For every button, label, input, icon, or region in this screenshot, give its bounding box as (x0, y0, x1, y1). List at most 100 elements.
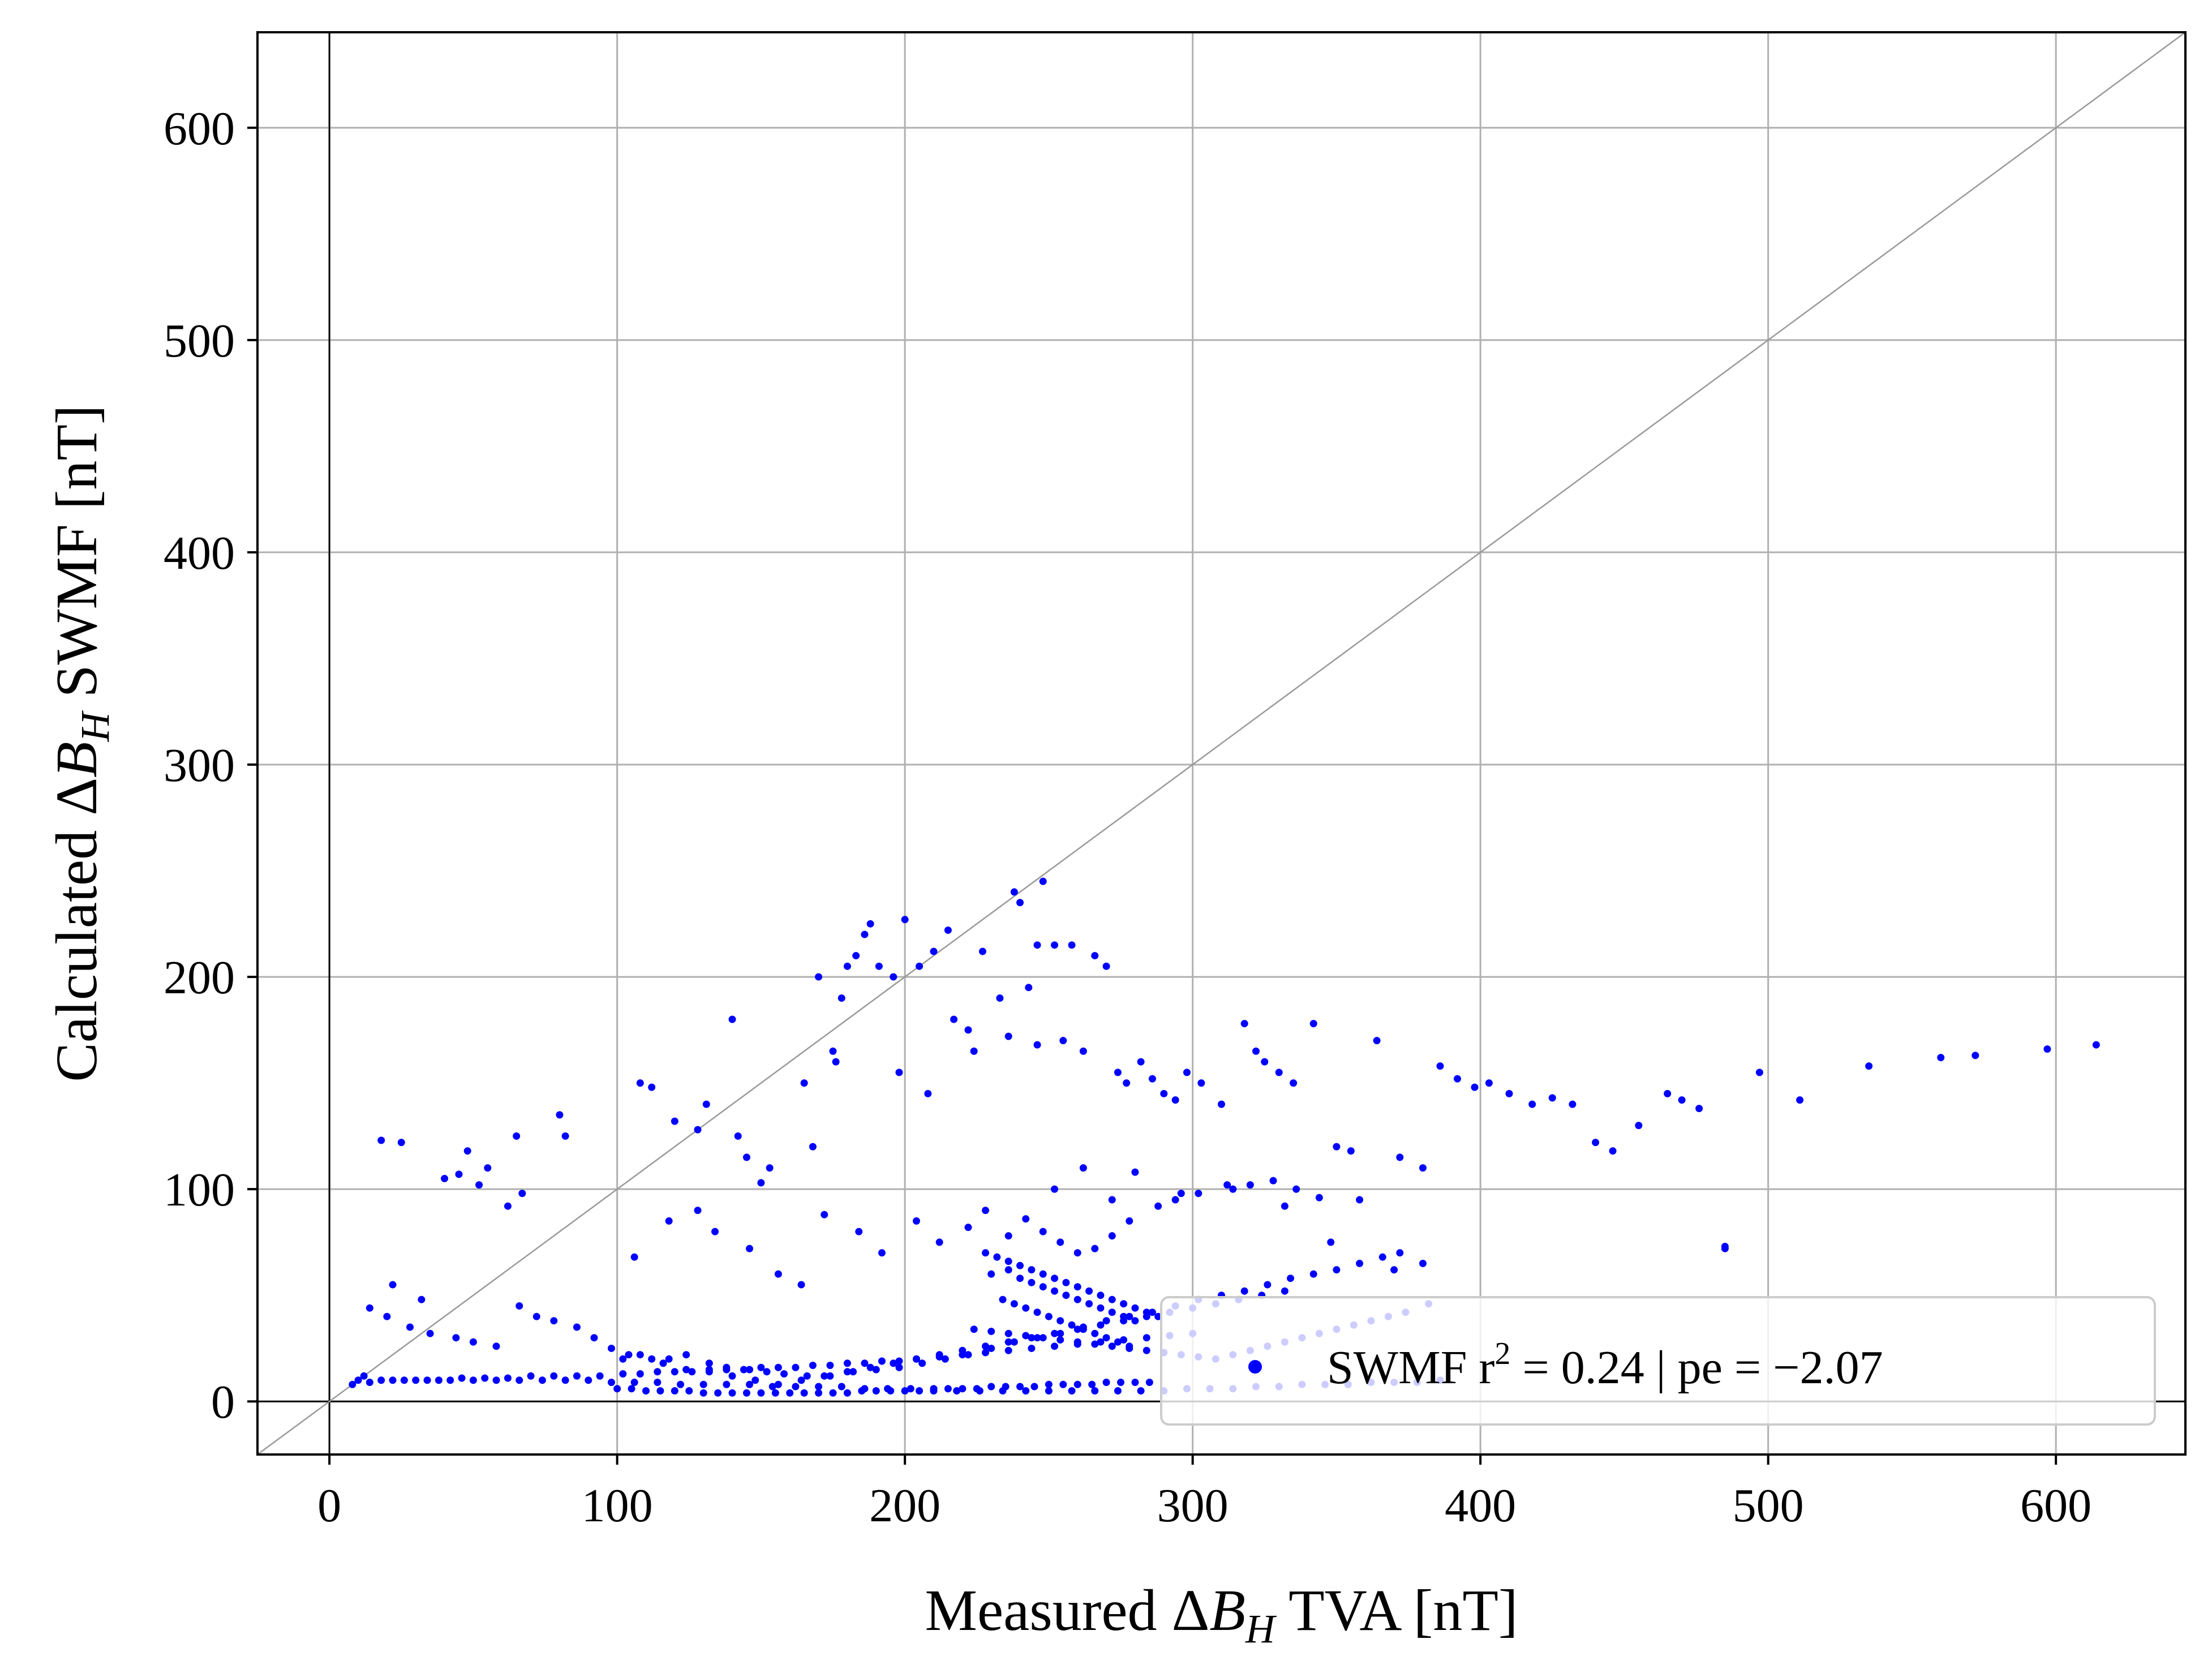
data-point (1004, 1329, 1012, 1337)
data-point (613, 1385, 621, 1393)
data-point (1137, 1058, 1145, 1066)
data-point (1281, 1202, 1288, 1210)
data-point (1548, 1094, 1556, 1102)
data-point (1004, 1232, 1012, 1240)
data-point (826, 1361, 834, 1369)
data-point (1171, 1096, 1179, 1104)
data-point (978, 947, 986, 955)
data-point (1091, 952, 1099, 960)
data-point (1114, 1069, 1122, 1076)
data-point (1131, 1168, 1139, 1176)
data-point (397, 1139, 405, 1147)
data-point (1033, 1334, 1041, 1342)
data-point (792, 1363, 800, 1371)
data-point (1240, 1020, 1248, 1028)
data-point (1396, 1153, 1404, 1161)
data-point (1120, 1336, 1128, 1344)
data-point (492, 1342, 500, 1350)
data-point (1327, 1238, 1335, 1246)
data-point (366, 1378, 373, 1386)
data-point (527, 1372, 535, 1380)
data-point (377, 1376, 385, 1384)
data-point (1419, 1164, 1427, 1172)
data-point (1073, 1295, 1081, 1303)
plot-area (256, 31, 2187, 1456)
data-point (970, 1325, 978, 1333)
data-point (866, 1363, 874, 1371)
data-point (656, 1387, 664, 1395)
data-point (1091, 1245, 1099, 1252)
x-tick-label: 400 (1445, 1479, 1516, 1532)
data-point (1195, 1190, 1202, 1198)
data-point (1073, 1283, 1081, 1291)
data-point (636, 1079, 644, 1087)
data-point (797, 1281, 805, 1289)
data-point (1028, 1344, 1036, 1352)
data-point (654, 1378, 662, 1386)
data-point (458, 1374, 466, 1382)
data-point (1085, 1287, 1093, 1295)
data-point (1117, 1378, 1125, 1386)
data-point (930, 947, 938, 955)
data-point (1045, 1387, 1053, 1395)
data-point (1154, 1202, 1162, 1210)
data-point (596, 1372, 604, 1380)
data-point (1264, 1281, 1272, 1289)
reference-line-y-equals-x (257, 31, 2186, 1456)
data-point (671, 1117, 678, 1125)
data-point (1004, 1346, 1012, 1354)
data-point (1695, 1105, 1703, 1113)
legend-label: SWMF r2 = 0.24 | pe = −2.07 (1327, 1336, 1883, 1394)
data-point (702, 1100, 710, 1108)
data-point (1120, 1312, 1128, 1320)
data-point (746, 1380, 754, 1388)
data-point (607, 1344, 615, 1352)
data-point (682, 1366, 690, 1374)
data-point (1085, 1300, 1093, 1308)
data-point (642, 1387, 650, 1395)
data-point (607, 1378, 615, 1386)
data-point (774, 1270, 782, 1278)
data-point (757, 1179, 765, 1187)
data-point (1025, 984, 1033, 992)
data-point (532, 1312, 540, 1320)
data-point (1022, 1387, 1030, 1395)
data-point (585, 1376, 592, 1384)
data-point (682, 1351, 690, 1359)
data-point (1068, 941, 1076, 949)
data-point (944, 1385, 952, 1393)
data-point (1056, 1238, 1064, 1246)
data-point (982, 1207, 990, 1215)
data-point (418, 1295, 426, 1303)
data-point (1390, 1266, 1398, 1274)
data-point (1059, 1380, 1067, 1388)
data-point (987, 1327, 995, 1335)
data-point (366, 1304, 373, 1312)
data-point (1056, 1336, 1064, 1344)
data-point (1033, 1041, 1041, 1049)
data-point (1131, 1378, 1139, 1386)
data-point (1145, 1378, 1153, 1386)
data-point (1635, 1122, 1643, 1130)
data-point (556, 1111, 564, 1119)
data-point (1028, 1266, 1036, 1274)
data-point (665, 1217, 673, 1225)
data-point (1039, 877, 1047, 885)
data-point (1039, 1334, 1047, 1342)
data-point (648, 1083, 656, 1091)
y-tick-label: 200 (164, 951, 235, 1004)
data-point (878, 1249, 886, 1257)
data-point (1333, 1266, 1341, 1274)
data-point (895, 1357, 903, 1365)
data-point (1160, 1089, 1168, 1097)
data-point (1045, 1380, 1053, 1388)
data-point (774, 1363, 782, 1371)
data-point (1004, 1032, 1012, 1040)
data-point (800, 1079, 808, 1087)
data-point (705, 1359, 713, 1367)
data-point (815, 1383, 823, 1391)
data-point (829, 1389, 837, 1397)
data-point (895, 1069, 903, 1076)
data-point (1022, 1215, 1030, 1223)
axes-frame (256, 31, 2187, 1456)
